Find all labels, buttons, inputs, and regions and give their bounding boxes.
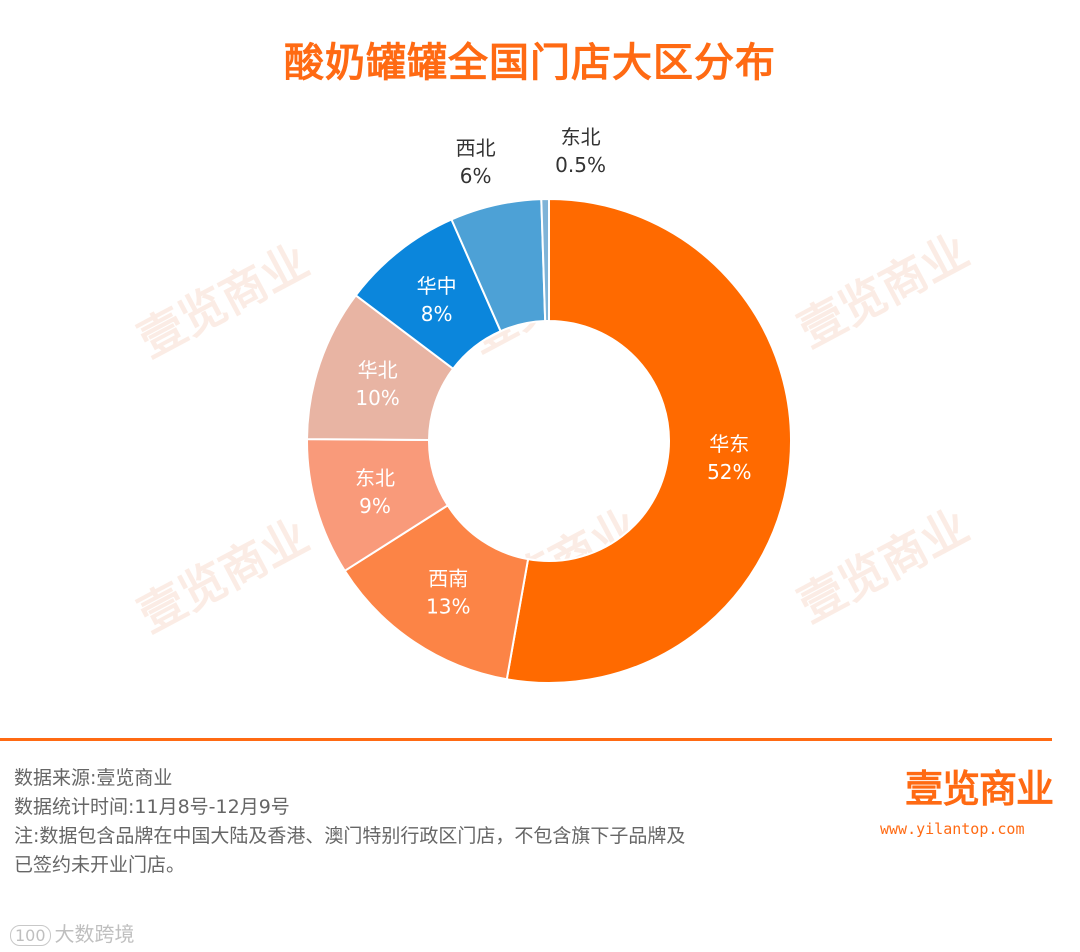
slice-value-label: 13% bbox=[426, 594, 470, 618]
slice-value-label: 10% bbox=[355, 386, 399, 410]
donut-slice bbox=[540, 197, 550, 323]
footer-divider bbox=[0, 738, 1052, 741]
data-note-line-2: 已签约未开业门店。 bbox=[14, 854, 186, 876]
data-source: 数据来源:壹览商业 bbox=[14, 767, 173, 789]
data-note-line-1: 注:数据包含品牌在中国大陆及香港、澳门特别行政区门店，不包含旗下子品牌及 bbox=[14, 825, 686, 847]
slice-label: 西北 bbox=[456, 136, 496, 160]
slice-label: 西南 bbox=[428, 566, 468, 590]
brand-url[interactable]: www.yilantop.com bbox=[880, 820, 1025, 838]
slice-value-label: 8% bbox=[421, 302, 453, 326]
slice-label: 华东 bbox=[709, 432, 749, 456]
corner-watermark: 100 大数跨境 bbox=[10, 918, 135, 947]
slice-label: 华北 bbox=[358, 358, 398, 382]
data-period: 数据统计时间:11月8号-12月9号 bbox=[14, 796, 290, 818]
slice-label: 东北 bbox=[561, 125, 601, 149]
corner-logo-icon: 100 bbox=[10, 925, 51, 946]
donut-slice bbox=[505, 197, 792, 684]
slice-value-label: 9% bbox=[359, 494, 391, 518]
donut-slice bbox=[343, 503, 530, 681]
slice-value-label: 0.5% bbox=[555, 153, 606, 177]
brand-logo: 壹览商业 bbox=[905, 767, 1054, 811]
slice-label: 华中 bbox=[417, 274, 457, 298]
chart-title: 酸奶罐罐全国门店大区分布 bbox=[284, 40, 776, 86]
slice-label: 东北 bbox=[355, 466, 395, 490]
slice-value-label: 6% bbox=[460, 164, 492, 188]
slice-value-label: 52% bbox=[707, 460, 751, 484]
corner-watermark-text: 大数跨境 bbox=[54, 922, 135, 946]
